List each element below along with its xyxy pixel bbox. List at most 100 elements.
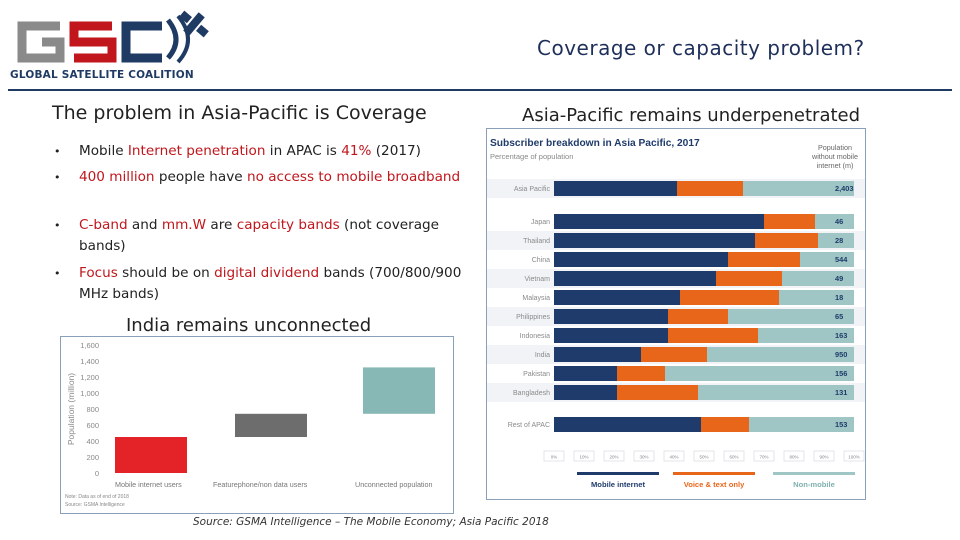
bullet-text: mm.W <box>161 217 207 233</box>
india-note: Note: Data as of end of 2018 <box>65 494 129 500</box>
left-heading: The problem in Asia-Pacific is Coverage <box>52 102 427 124</box>
apac-bar-mobile-internet <box>554 214 764 229</box>
apac-bar-non-mobile <box>665 366 854 381</box>
india-bar <box>363 367 435 414</box>
apac-row-value: 950 <box>835 350 847 359</box>
india-ylabel: Population (million) <box>66 373 76 445</box>
apac-bar-non-mobile <box>782 271 854 286</box>
apac-bar-voice-text <box>641 347 707 362</box>
apac-row-value: 153 <box>835 420 847 429</box>
apac-xtick-box <box>753 450 775 462</box>
bullet-dot: • <box>54 219 61 232</box>
india-heading: India remains unconnected <box>126 315 372 336</box>
apac-bar-mobile-internet <box>554 385 617 400</box>
apac-bar-non-mobile <box>779 290 854 305</box>
apac-xtick-box <box>723 450 745 462</box>
bullet-item: • Focus should be on digital dividend ban… <box>54 263 469 305</box>
right-heading: Asia-Pacific remains underpenetrated <box>522 105 861 126</box>
apac-row-value: 28 <box>835 236 843 245</box>
apac-chart-title: Subscriber breakdown in Asia Pacific, 20… <box>490 138 700 149</box>
apac-bar-non-mobile <box>749 417 854 432</box>
apac-bar-non-mobile <box>707 347 854 362</box>
apac-row-value: 18 <box>835 293 843 302</box>
bullet-text: digital dividend <box>214 265 320 281</box>
apac-xtick-box <box>543 450 565 462</box>
bullet-dot: • <box>54 145 61 158</box>
apac-row-label: Thailand <box>523 238 550 245</box>
bullet-item: • C-band and mm.W are capacity bands (not… <box>54 215 469 257</box>
apac-bar-mobile-internet <box>554 181 677 196</box>
bullet-text: Mobile <box>79 143 128 159</box>
india-ytick-label: 200 <box>86 453 99 462</box>
bullet-text: 400 million <box>79 169 155 185</box>
apac-row-value: 65 <box>835 312 843 321</box>
apac-xtick-label: 60% <box>729 455 738 460</box>
india-note: Source: GSMA Intelligence <box>65 502 125 508</box>
apac-xtick-label: 40% <box>669 455 678 460</box>
apac-row-value: 156 <box>835 369 847 378</box>
apac-legend-swatch <box>577 472 659 475</box>
india-ytick-label: 800 <box>86 405 99 414</box>
bullet-text: bands (700/800/900 MHz bands) <box>79 265 462 302</box>
apac-row-label: Pakistan <box>523 371 550 378</box>
india-ytick-label: 1,200 <box>80 373 99 382</box>
apac-xtick-label: 70% <box>759 455 768 460</box>
apac-xtick-label: 90% <box>819 455 828 460</box>
apac-legend-label: Mobile internet <box>591 480 645 489</box>
apac-xtick-box <box>843 450 865 462</box>
bullet-dot: • <box>54 267 61 280</box>
apac-xtick-box <box>663 450 685 462</box>
apac-bar-mobile-internet <box>554 328 668 343</box>
india-chart: 0 200 400 600 800 1,000 1,200 1,400 1,600 Populat… <box>60 336 454 514</box>
apac-bar-mobile-internet <box>554 252 728 267</box>
india-ytick-label: 0 <box>95 469 99 478</box>
gsc-logo: GLOBAL SATELLITE COALITION <box>8 6 228 84</box>
logo-tagline: GLOBAL SATELLITE COALITION <box>10 69 194 81</box>
bullet-text: should be on <box>117 265 215 281</box>
bullet-text: Internet penetration <box>127 143 266 159</box>
apac-chart-svg: Subscriber breakdown in Asia Pacific, 20… <box>487 138 865 489</box>
apac-xtick-label: 50% <box>699 455 708 460</box>
india-ytick-label: 1,600 <box>80 341 99 350</box>
apac-bar-mobile-internet <box>554 290 680 305</box>
bullet-text: 41% <box>341 143 372 159</box>
apac-bar-non-mobile <box>818 233 854 248</box>
apac-row-label: India <box>535 352 550 359</box>
apac-row-value: 49 <box>835 274 843 283</box>
bullet-text: Focus <box>79 265 118 281</box>
apac-xtick-box <box>573 450 595 462</box>
apac-bar-mobile-internet <box>554 417 701 432</box>
india-category-label: Unconnected population <box>355 480 433 489</box>
apac-xtick-label: 80% <box>789 455 798 460</box>
apac-bar-voice-text <box>728 252 800 267</box>
apac-chart-subtitle: Percentage of population <box>490 152 573 161</box>
apac-bar-non-mobile <box>815 214 854 229</box>
apac-bar-voice-text <box>764 214 815 229</box>
india-category-label: Mobile internet users <box>115 480 182 489</box>
apac-xtick-box <box>603 450 625 462</box>
bullet-item: • 400 million people have no access to mo… <box>54 167 469 188</box>
apac-chart: Subscriber breakdown in Asia Pacific, 20… <box>486 128 866 500</box>
apac-bar-mobile-internet <box>554 233 755 248</box>
apac-xtick-label: 30% <box>639 455 648 460</box>
apac-legend-swatch <box>773 472 855 475</box>
apac-row-label: Malaysia <box>522 295 550 302</box>
bullet-text: C-band <box>79 217 128 233</box>
slide-title: Coverage or capacity problem? <box>537 36 865 60</box>
apac-xtick-box <box>693 450 715 462</box>
apac-bar-non-mobile <box>743 181 854 196</box>
india-bar <box>115 437 187 473</box>
bullet-text: (2017) <box>371 143 421 159</box>
apac-bar-voice-text <box>617 366 665 381</box>
apac-row-label: Rest of APAC <box>508 422 550 429</box>
apac-xtick-box <box>633 450 655 462</box>
apac-bar-voice-text <box>677 181 743 196</box>
apac-bar-voice-text <box>716 271 782 286</box>
apac-row-value: 2,403 <box>835 184 854 193</box>
apac-bar-voice-text <box>668 328 758 343</box>
india-bar <box>235 413 307 437</box>
apac-value-header: Population without mobile internet (m) <box>811 143 858 170</box>
india-chart-svg: 0 200 400 600 800 1,000 1,200 1,400 1,600 Populat… <box>65 341 435 508</box>
source-note: Source: GSMA Intelligence – The Mobile E… <box>193 516 549 528</box>
bullet-text: and <box>127 217 162 233</box>
